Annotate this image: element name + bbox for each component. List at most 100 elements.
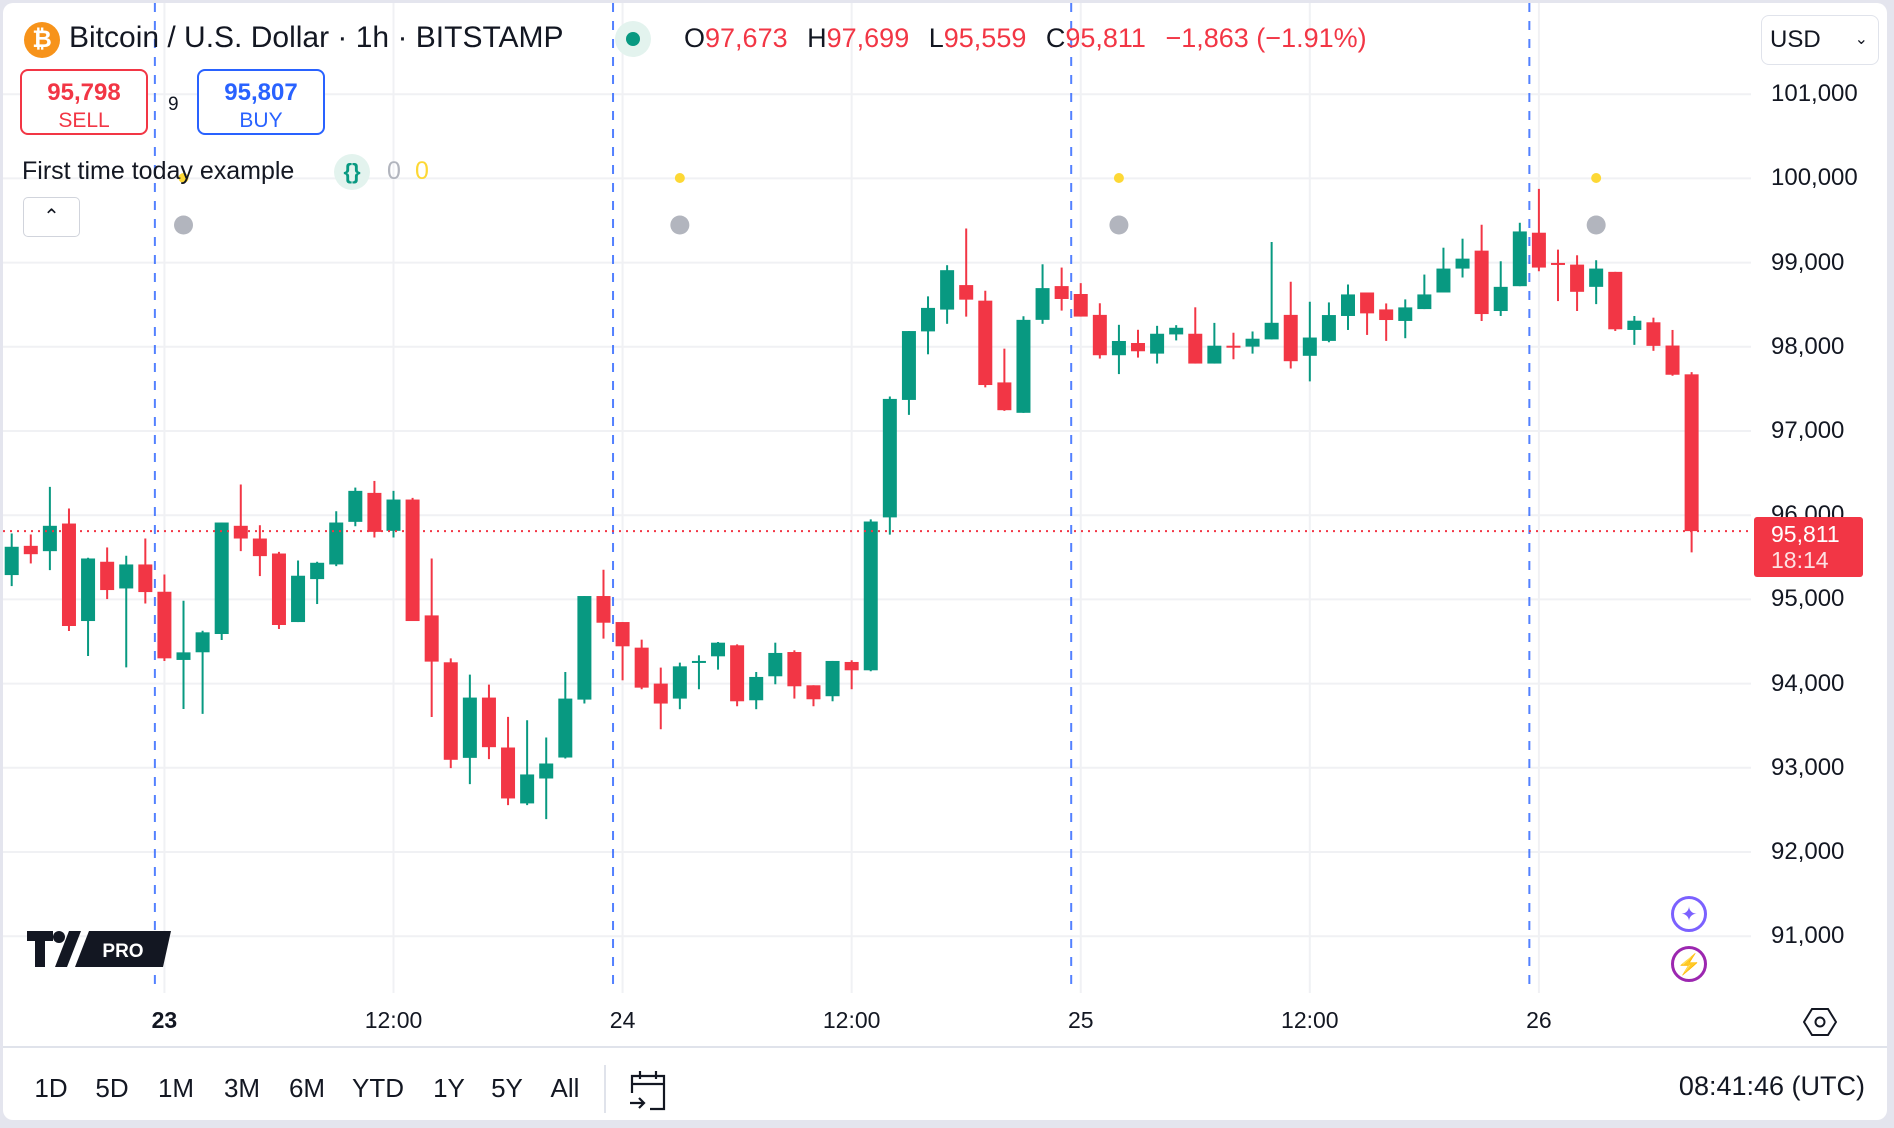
lightning-icon[interactable]: ⚡	[1671, 946, 1707, 982]
candle-body	[176, 652, 191, 660]
candle	[1054, 267, 1069, 311]
candle	[1550, 249, 1565, 302]
candle	[558, 671, 573, 759]
candle-body	[1150, 333, 1165, 354]
candle-body	[1360, 292, 1375, 314]
bar-countdown: 18:14	[1771, 547, 1829, 573]
candle	[271, 551, 286, 630]
candle	[1589, 260, 1604, 305]
price-tick-label: 98,000	[1771, 332, 1845, 360]
sell-price: 95,798	[47, 79, 121, 106]
candle	[940, 265, 955, 324]
candle-body	[1226, 345, 1241, 348]
time-tick-label: 12:00	[822, 1007, 881, 1033]
candle	[577, 596, 592, 704]
candle-body	[424, 615, 439, 662]
candle-body	[271, 553, 286, 625]
yellow-marker	[1591, 173, 1602, 183]
svg-text:PRO: PRO	[102, 941, 143, 962]
candle-body	[367, 492, 382, 532]
candle	[157, 574, 172, 661]
grid	[3, 3, 1751, 993]
candle	[1150, 325, 1165, 364]
candle	[1035, 264, 1050, 324]
time-tick-label: 12:00	[364, 1007, 423, 1033]
utc-clock[interactable]: 08:41:46 (UTC)	[1678, 1071, 1865, 1101]
candle-body	[1455, 258, 1470, 269]
candle-body	[1379, 309, 1394, 321]
candle-body	[462, 697, 477, 758]
candle	[176, 600, 191, 709]
sell-button[interactable]: 95,798 SELL	[20, 69, 148, 135]
candle	[1131, 329, 1146, 358]
chart-settings-icon[interactable]	[1803, 1005, 1837, 1039]
candle	[386, 490, 401, 538]
indicator-name[interactable]: First time today example	[22, 157, 295, 185]
last-price-label: 95,811 18:14	[1754, 517, 1863, 577]
range-button-1d[interactable]: 1D	[34, 1073, 68, 1103]
candle-body	[1570, 264, 1585, 292]
candle-body	[1073, 294, 1088, 317]
candle	[634, 639, 649, 690]
candle-body	[1417, 294, 1432, 310]
time-tick-label: 24	[609, 1007, 636, 1033]
candle-body	[711, 642, 726, 657]
time-tick-label: 23	[151, 1007, 178, 1033]
range-button-all[interactable]: All	[550, 1073, 580, 1103]
low-label: L	[928, 23, 944, 53]
symbol-title[interactable]: Bitcoin / U.S. Dollar · 1h · BITSTAMP	[69, 21, 564, 54]
range-button-1y[interactable]: 1Y	[433, 1073, 465, 1103]
price-tick-label: 94,000	[1771, 669, 1845, 697]
candle-body	[1188, 333, 1203, 364]
candle-body	[252, 538, 267, 557]
range-button-1m[interactable]: 1M	[157, 1073, 195, 1103]
candle	[252, 525, 267, 577]
candle-body	[520, 774, 535, 804]
candle	[233, 484, 248, 552]
candlestick-chart[interactable]	[3, 3, 1887, 1120]
candle	[23, 534, 38, 564]
braces-icon[interactable]: {}	[334, 154, 370, 190]
candle	[787, 650, 802, 699]
session-lines	[153, 3, 1531, 985]
range-button-3m[interactable]: 3M	[223, 1073, 261, 1103]
candle	[1226, 332, 1241, 360]
candle	[768, 642, 783, 685]
candle	[711, 642, 726, 670]
candles	[4, 188, 1699, 820]
candle-body	[1131, 343, 1146, 352]
candle	[615, 622, 630, 681]
high-value: 97,699	[826, 23, 910, 53]
candle-body	[844, 661, 859, 671]
open-label: O	[684, 23, 706, 53]
range-button-5y[interactable]: 5Y	[491, 1073, 523, 1103]
candle	[1245, 331, 1260, 354]
candle-body	[672, 666, 687, 699]
candle	[1665, 329, 1680, 376]
time-tick-label: 26	[1526, 1007, 1552, 1033]
price-tick-label: 91,000	[1771, 922, 1845, 950]
price-tick-label: 93,000	[1771, 753, 1845, 781]
close-value: 95,811	[1065, 23, 1146, 53]
range-button-6m[interactable]: 6M	[288, 1073, 326, 1103]
range-button-5d[interactable]: 5D	[95, 1073, 129, 1103]
ai-sparkle-icon[interactable]: ✦	[1671, 896, 1707, 932]
candle	[1111, 324, 1126, 375]
candle-body	[100, 561, 115, 591]
candle-body	[81, 558, 96, 622]
candle	[1302, 301, 1317, 382]
candle-body	[997, 382, 1012, 411]
collapse-legend-button[interactable]: ⌃	[23, 197, 80, 237]
candle	[1493, 261, 1508, 316]
go-to-date-calendar-icon[interactable]	[628, 1067, 668, 1111]
currency-select[interactable]: USD ⌄	[1761, 15, 1879, 65]
candle-body	[558, 698, 573, 758]
gray-marker	[670, 215, 690, 235]
candle-body	[940, 270, 955, 310]
buy-button[interactable]: 95,807 BUY	[197, 69, 325, 135]
candle-body	[749, 676, 764, 701]
candle-body	[1321, 315, 1336, 341]
candle-body	[405, 499, 420, 622]
candle-body	[1627, 320, 1642, 330]
range-button-ytd[interactable]: YTD	[352, 1073, 404, 1103]
